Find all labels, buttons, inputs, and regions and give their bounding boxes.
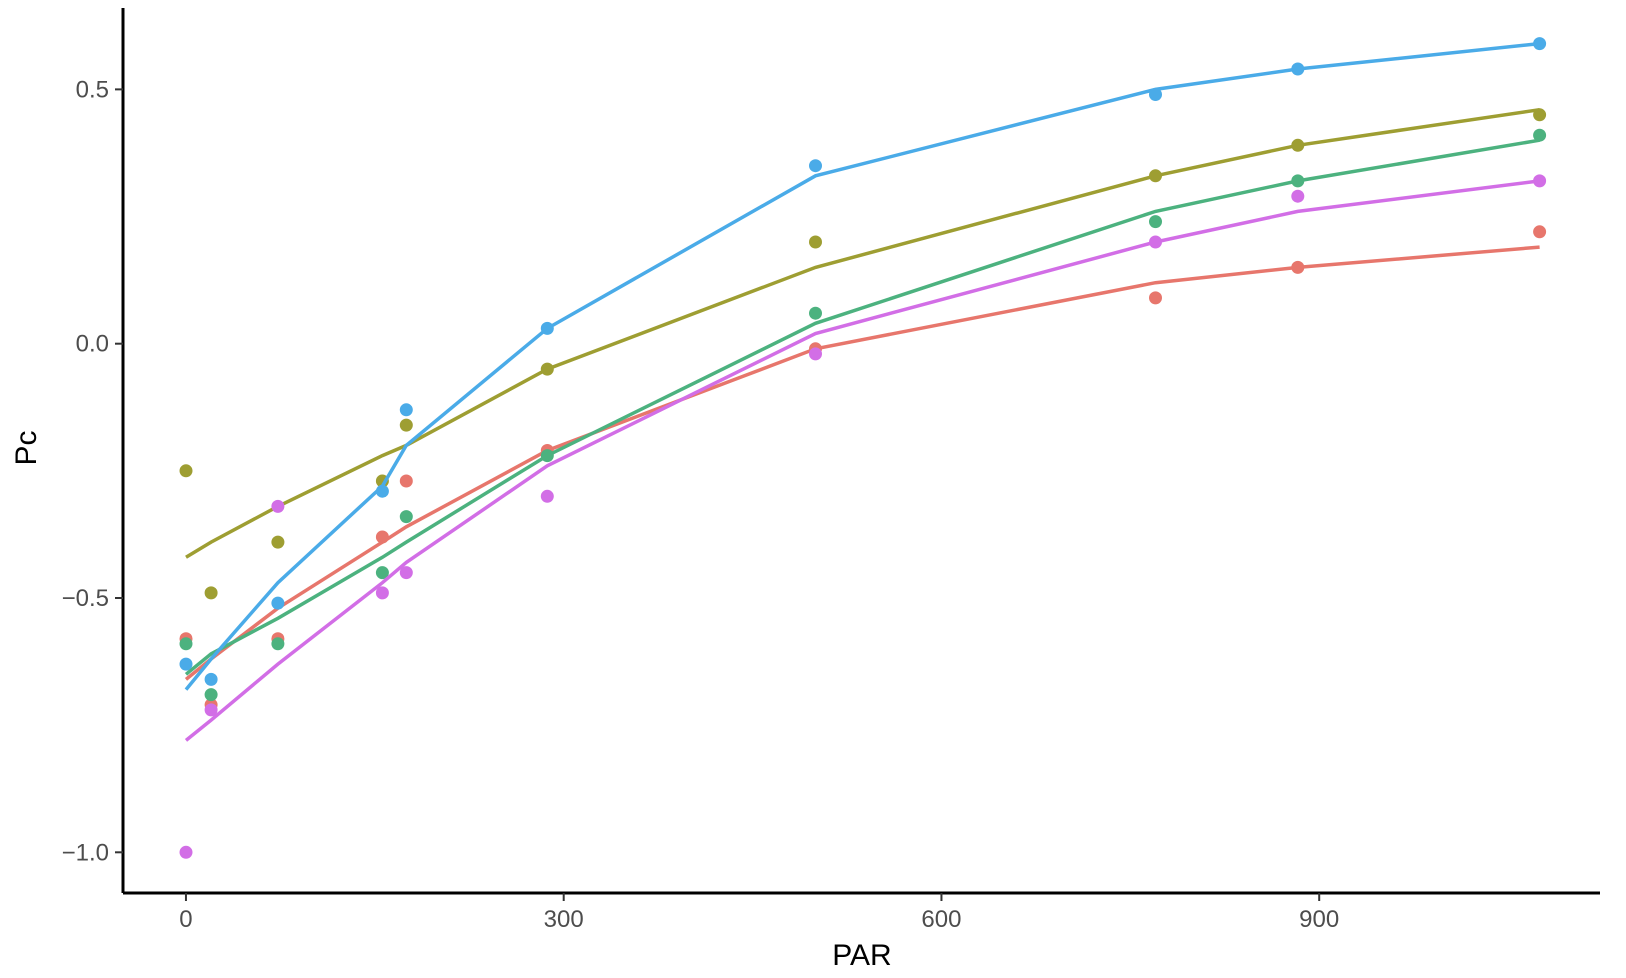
- series-4-point: [1533, 37, 1547, 51]
- series-5-point: [399, 566, 413, 580]
- series-5-point: [204, 703, 218, 717]
- y-tick-label: −1.0: [62, 839, 109, 866]
- series-5-point: [809, 347, 822, 361]
- series-5-point: [179, 845, 193, 859]
- series-3-point: [1149, 215, 1162, 229]
- y-tick-label: −0.5: [62, 585, 109, 612]
- series-2-point: [809, 235, 822, 249]
- series-5-point: [1291, 189, 1305, 203]
- series-3-point: [375, 566, 389, 580]
- series-2-point: [540, 362, 554, 376]
- series-4-point: [809, 159, 822, 173]
- series-3-point: [271, 637, 285, 651]
- series-1-fit-line: [184, 245, 1540, 681]
- series-4-point: [204, 672, 218, 686]
- x-axis: 0 300 600 900: [123, 891, 1600, 933]
- series-2-point: [1291, 138, 1305, 152]
- series-3-point: [809, 306, 822, 320]
- series-4-point: [1149, 88, 1162, 101]
- series-1-point: [1291, 260, 1305, 274]
- series-5-point: [540, 489, 554, 503]
- x-tick-label: 0: [179, 906, 192, 933]
- y-axis-title: Pc: [10, 430, 43, 465]
- series-3-point: [540, 449, 554, 463]
- series-1-point: [1533, 225, 1547, 239]
- series-4-point: [271, 596, 285, 610]
- series-2-point: [1533, 108, 1547, 122]
- series-4-fit-line: [184, 41, 1540, 691]
- series-5-point: [1533, 174, 1547, 188]
- series-2-point: [1149, 169, 1162, 183]
- series-3-fit-line: [184, 138, 1540, 676]
- series-2-point: [179, 464, 193, 478]
- series-3-point: [1291, 174, 1305, 188]
- series-4-point: [399, 403, 413, 417]
- series-2-point: [204, 586, 218, 600]
- series-5-point: [271, 499, 285, 513]
- series-4-point: [1291, 62, 1305, 76]
- series-3-point: [399, 510, 413, 524]
- series-2-fit-line: [185, 107, 1540, 559]
- series-3-point: [1533, 128, 1547, 142]
- series-3-point: [204, 688, 218, 702]
- series-2-point: [271, 535, 285, 549]
- x-tick-label: 900: [1299, 906, 1339, 933]
- series-1-point: [375, 530, 389, 544]
- x-tick-label: 600: [921, 906, 961, 933]
- x-tick-label: 300: [544, 906, 584, 933]
- series-3-point: [179, 637, 193, 651]
- series-2-point: [399, 418, 413, 432]
- y-tick-label: 0.0: [76, 331, 109, 358]
- series-4-point: [375, 484, 389, 498]
- series-5-fit-line: [184, 179, 1540, 742]
- x-axis-title: PAR: [832, 939, 891, 972]
- y-axis: −1.0 −0.5 0.0 0.5: [62, 8, 125, 893]
- series-4-point: [540, 321, 554, 335]
- y-tick-label: 0.5: [76, 76, 109, 103]
- plot-area: [179, 37, 1547, 859]
- series-5-point: [375, 586, 389, 600]
- series-1-point: [1149, 291, 1162, 305]
- series-4-point: [179, 657, 193, 671]
- series-5-point: [1149, 235, 1162, 249]
- series-1-point: [399, 474, 413, 488]
